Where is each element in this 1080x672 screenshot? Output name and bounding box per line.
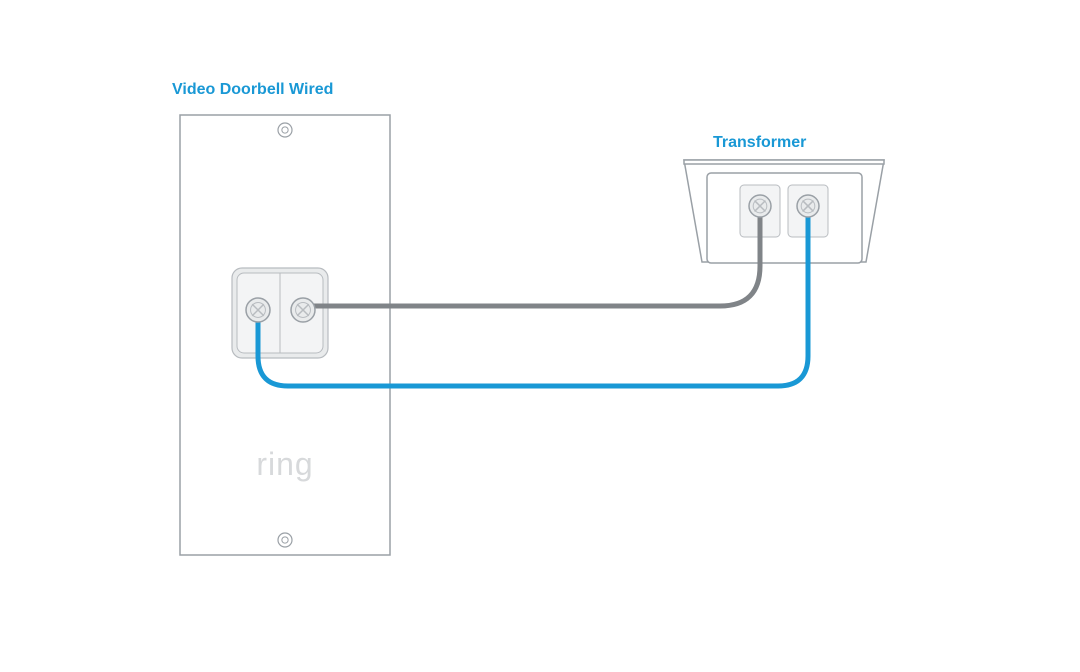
doorbell-screw-right bbox=[291, 298, 315, 322]
transformer-device bbox=[684, 160, 884, 263]
transformer-screw-right bbox=[797, 195, 819, 217]
doorbell-screw-left bbox=[246, 298, 270, 322]
transformer-screw-left bbox=[749, 195, 771, 217]
wiring-diagram: ring bbox=[0, 0, 1080, 672]
brand-text: ring bbox=[256, 446, 313, 482]
doorbell-device bbox=[180, 115, 390, 555]
